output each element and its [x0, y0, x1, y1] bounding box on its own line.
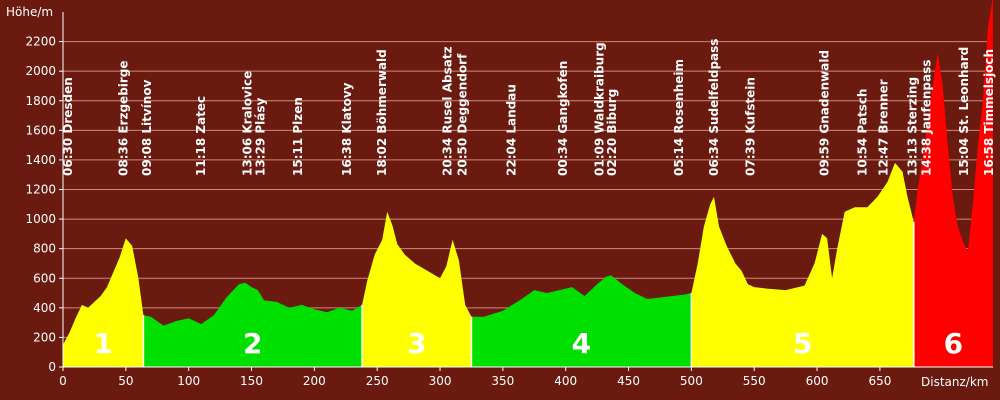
waypoint-label: 20:34 Rusel Absatz — [441, 46, 455, 176]
waypoint-label: 09:59 Gnadenwald — [818, 50, 832, 176]
x-tick-label: 150 — [240, 374, 263, 388]
waypoint-label: 15:04 St. Leonhard — [957, 47, 971, 176]
x-tick-label: 400 — [554, 374, 577, 388]
x-tick-label: 550 — [743, 374, 766, 388]
y-tick-label: 400 — [33, 301, 56, 315]
y-axis-title: Höhe/m — [6, 5, 53, 19]
y-tick-label: 200 — [33, 330, 56, 344]
waypoint-label: 08:36 Erzgebirge — [116, 60, 130, 176]
y-tick-label: 2000 — [25, 64, 56, 78]
waypoint-label: 22:04 Landau — [505, 84, 519, 176]
waypoint-label: 06:34 Sudelfeldpass — [707, 39, 721, 176]
segment-label-3: 3 — [407, 327, 426, 360]
waypoint-label: 10:54 Patsch — [855, 89, 869, 176]
segment-label-4: 4 — [572, 327, 591, 360]
segment-label-1: 1 — [93, 327, 112, 360]
y-tick-label: 600 — [33, 271, 56, 285]
axes: 0200400600800100012001400160018002000220… — [25, 12, 993, 388]
segment-3-area — [362, 211, 472, 367]
y-tick-label: 1800 — [25, 94, 56, 108]
y-tick-label: 1400 — [25, 153, 56, 167]
x-tick-label: 350 — [491, 374, 514, 388]
profile-areas — [63, 0, 993, 367]
x-tick-label: 300 — [429, 374, 452, 388]
waypoint-label: 16:58 Timmelsjoch — [982, 49, 996, 176]
x-axis-title: Distanz/km — [921, 375, 988, 389]
x-tick-label: 200 — [303, 374, 326, 388]
y-tick-label: 1200 — [25, 183, 56, 197]
segment-1-area — [63, 238, 144, 367]
waypoint-label: 13:13 Sterzing — [906, 77, 920, 176]
waypoint-label: 02:20 Biburg — [605, 89, 619, 176]
y-tick-label: 0 — [48, 360, 56, 374]
waypoint-label: 20:50 Deggendorf — [456, 53, 470, 176]
x-tick-label: 50 — [118, 374, 133, 388]
x-tick-label: 500 — [680, 374, 703, 388]
y-tick-label: 2200 — [25, 35, 56, 49]
waypoint-label: 00:34 Gangkofen — [556, 61, 570, 176]
y-tick-label: 1000 — [25, 212, 56, 226]
waypoint-label: 16:38 Klatovy — [340, 82, 354, 176]
segment-label-5: 5 — [793, 327, 812, 360]
segment-6-area — [913, 0, 993, 367]
segment-labels: 1 2 3 4 5 6 — [93, 327, 963, 360]
segment-label-2: 2 — [243, 327, 262, 360]
segment-2-area — [143, 282, 363, 367]
waypoint-label: 01:09 Waldkraiburg — [593, 42, 607, 176]
segment-label-6: 6 — [944, 327, 963, 360]
x-tick-label: 250 — [366, 374, 389, 388]
x-tick-label: 650 — [868, 374, 891, 388]
waypoint-label: 06:30 Dresden — [61, 77, 75, 176]
x-tick-label: 600 — [806, 374, 829, 388]
waypoint-label: 12:47 Brenner — [877, 79, 891, 176]
waypoint-label: 18:02 Böhmerwald — [375, 49, 389, 176]
x-tick-label: 100 — [177, 374, 200, 388]
waypoint-labels: 06:30 Dresden 08:36 Erzgebirge 09:08 Litví… — [61, 39, 996, 176]
waypoint-label: 09:08 Litvínov — [140, 79, 154, 176]
waypoint-label: 11:18 Zatec — [194, 96, 208, 176]
y-tick-label: 800 — [33, 242, 56, 256]
waypoint-label: 13:06 Kralovice — [241, 71, 255, 176]
waypoint-label: 14:38 Jaufenpass — [919, 60, 933, 176]
waypoint-label: 15:11 Plzen — [291, 97, 305, 176]
y-tick-label: 1600 — [25, 123, 56, 137]
waypoint-label: 07:39 Kufstein — [743, 77, 757, 176]
segment-5-area — [691, 162, 914, 367]
segment-4-area — [471, 275, 692, 367]
waypoint-label: 05:14 Rosenheim — [672, 59, 686, 176]
x-tick-label: 450 — [617, 374, 640, 388]
waypoint-label: 13:29 Plásy — [253, 97, 267, 176]
x-tick-label: 0 — [59, 374, 67, 388]
